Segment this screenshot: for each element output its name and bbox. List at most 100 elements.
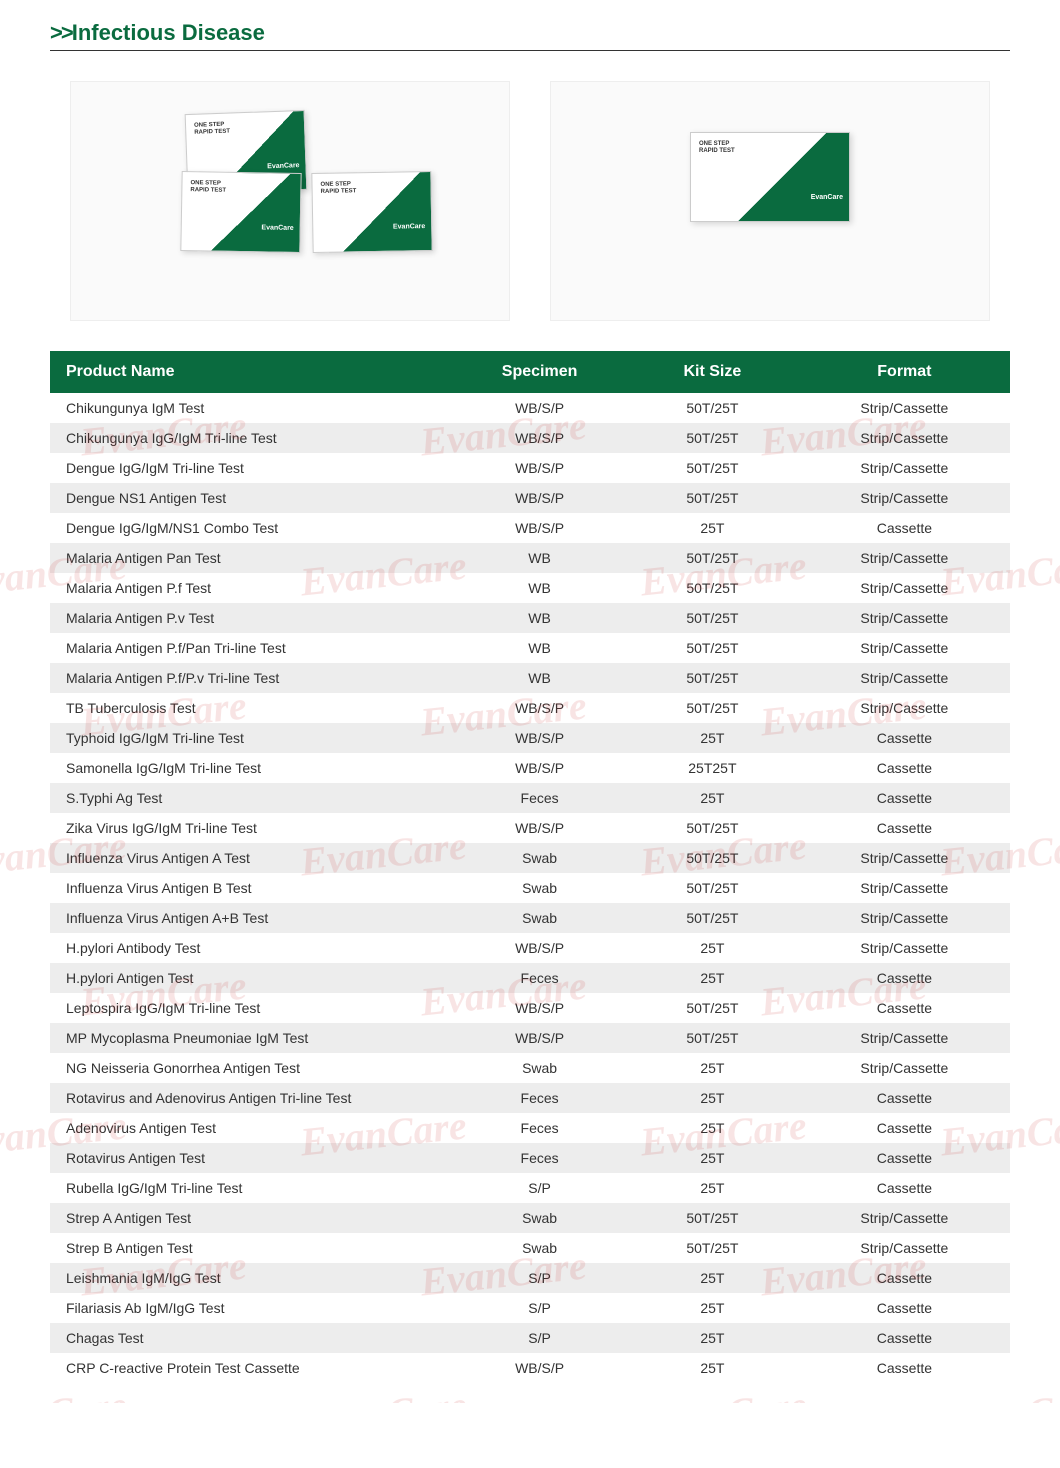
table-row: Strep A Antigen TestSwab50T/25TStrip/Cas…	[50, 1203, 1010, 1233]
table-body: Chikungunya IgM TestWB/S/P50T/25TStrip/C…	[50, 393, 1010, 1383]
table-cell: 50T/25T	[626, 993, 799, 1023]
table-cell: Feces	[453, 1083, 626, 1113]
table-cell: 25T25T	[626, 753, 799, 783]
table-cell: Strip/Cassette	[799, 873, 1010, 903]
table-row: MP Mycoplasma Pneumoniae IgM TestWB/S/P5…	[50, 1023, 1010, 1053]
col-header-kitsize: Kit Size	[626, 351, 799, 393]
header-section: >>Infectious Disease	[50, 20, 1010, 51]
test-box-icon: ONE STEPRAPID TEST EvanCare	[311, 171, 432, 253]
table-cell: Cassette	[799, 963, 1010, 993]
table-row: Rotavirus Antigen TestFeces25TCassette	[50, 1143, 1010, 1173]
table-cell: Strip/Cassette	[799, 903, 1010, 933]
table-cell: Cassette	[799, 513, 1010, 543]
product-table: Product Name Specimen Kit Size Format Ch…	[50, 351, 1010, 1383]
table-cell: Strip/Cassette	[799, 843, 1010, 873]
table-cell: 50T/25T	[626, 1233, 799, 1263]
table-cell: Strip/Cassette	[799, 1233, 1010, 1263]
table-row: Typhoid IgG/IgM Tri-line TestWB/S/P25TCa…	[50, 723, 1010, 753]
table-cell: Swab	[453, 903, 626, 933]
table-row: Leptospira IgG/IgM Tri-line TestWB/S/P50…	[50, 993, 1010, 1023]
table-row: Chikungunya IgG/IgM Tri-line TestWB/S/P5…	[50, 423, 1010, 453]
table-row: Strep B Antigen TestSwab50T/25TStrip/Cas…	[50, 1233, 1010, 1263]
table-cell: Malaria Antigen Pan Test	[50, 543, 453, 573]
table-cell: 50T/25T	[626, 633, 799, 663]
product-image-right: ONE STEPRAPID TEST EvanCare	[550, 81, 990, 321]
table-cell: Influenza Virus Antigen A+B Test	[50, 903, 453, 933]
table-row: H.pylori Antigen TestFeces25TCassette	[50, 963, 1010, 993]
table-cell: WB/S/P	[453, 1353, 626, 1383]
table-row: Zika Virus IgG/IgM Tri-line TestWB/S/P50…	[50, 813, 1010, 843]
table-row: Malaria Antigen P.f/Pan Tri-line TestWB5…	[50, 633, 1010, 663]
table-row: Malaria Antigen P.f/P.v Tri-line TestWB5…	[50, 663, 1010, 693]
table-cell: 25T	[626, 1143, 799, 1173]
table-cell: Swab	[453, 843, 626, 873]
table-cell: Feces	[453, 1143, 626, 1173]
table-row: Leishmania IgM/IgG TestS/P25TCassette	[50, 1263, 1010, 1293]
table-cell: Swab	[453, 1203, 626, 1233]
table-cell: S/P	[453, 1263, 626, 1293]
table-cell: 50T/25T	[626, 813, 799, 843]
table-cell: 50T/25T	[626, 543, 799, 573]
table-cell: Feces	[453, 783, 626, 813]
table-cell: 25T	[626, 1293, 799, 1323]
box-brand-text: EvanCare	[267, 162, 300, 170]
page-title: >>Infectious Disease	[50, 20, 1010, 51]
table-row: H.pylori Antibody TestWB/S/P25TStrip/Cas…	[50, 933, 1010, 963]
test-box-icon: ONE STEPRAPID TEST EvanCare	[180, 171, 301, 253]
table-cell: Feces	[453, 963, 626, 993]
table-cell: TB Tuberculosis Test	[50, 693, 453, 723]
table-cell: 25T	[626, 1113, 799, 1143]
table-cell: 50T/25T	[626, 843, 799, 873]
watermark-text: EvanCare	[938, 1381, 1060, 1403]
table-cell: Rubella IgG/IgM Tri-line Test	[50, 1173, 453, 1203]
table-row: S.Typhi Ag TestFeces25TCassette	[50, 783, 1010, 813]
table-cell: WB/S/P	[453, 813, 626, 843]
table-cell: Strip/Cassette	[799, 933, 1010, 963]
table-row: NG Neisseria Gonorrhea Antigen TestSwab2…	[50, 1053, 1010, 1083]
table-cell: NG Neisseria Gonorrhea Antigen Test	[50, 1053, 453, 1083]
table-cell: WB/S/P	[453, 513, 626, 543]
table-cell: 25T	[626, 963, 799, 993]
table-cell: Typhoid IgG/IgM Tri-line Test	[50, 723, 453, 753]
box-label-text: ONE STEPRAPID TEST	[320, 181, 356, 196]
table-cell: Cassette	[799, 1143, 1010, 1173]
table-cell: Zika Virus IgG/IgM Tri-line Test	[50, 813, 453, 843]
table-cell: Strip/Cassette	[799, 603, 1010, 633]
table-cell: WB	[453, 633, 626, 663]
table-cell: Swab	[453, 1053, 626, 1083]
table-cell: Filariasis Ab IgM/IgG Test	[50, 1293, 453, 1323]
table-cell: 50T/25T	[626, 873, 799, 903]
table-cell: Feces	[453, 1113, 626, 1143]
table-cell: H.pylori Antigen Test	[50, 963, 453, 993]
col-header-product: Product Name	[50, 351, 453, 393]
col-header-specimen: Specimen	[453, 351, 626, 393]
table-row: Chikungunya IgM TestWB/S/P50T/25TStrip/C…	[50, 393, 1010, 423]
table-cell: Chagas Test	[50, 1323, 453, 1353]
table-row: Malaria Antigen P.f TestWB50T/25TStrip/C…	[50, 573, 1010, 603]
box-label-text: ONE STEPRAPID TEST	[190, 180, 226, 195]
table-cell: 50T/25T	[626, 483, 799, 513]
table-cell: 25T	[626, 1083, 799, 1113]
table-row: Samonella IgG/IgM Tri-line TestWB/S/P25T…	[50, 753, 1010, 783]
table-row: Influenza Virus Antigen A TestSwab50T/25…	[50, 843, 1010, 873]
table-row: Influenza Virus Antigen B TestSwab50T/25…	[50, 873, 1010, 903]
product-image-row: ONE STEPRAPID TEST EvanCare ONE STEPRAPI…	[50, 71, 1010, 351]
table-cell: S.Typhi Ag Test	[50, 783, 453, 813]
table-cell: Dengue NS1 Antigen Test	[50, 483, 453, 513]
table-cell: Chikungunya IgG/IgM Tri-line Test	[50, 423, 453, 453]
table-cell: Swab	[453, 873, 626, 903]
table-cell: Strip/Cassette	[799, 1023, 1010, 1053]
table-cell: WB/S/P	[453, 723, 626, 753]
table-row: Dengue NS1 Antigen TestWB/S/P50T/25TStri…	[50, 483, 1010, 513]
table-cell: 50T/25T	[626, 393, 799, 423]
table-cell: 50T/25T	[626, 603, 799, 633]
table-cell: WB/S/P	[453, 423, 626, 453]
table-cell: Malaria Antigen P.f/P.v Tri-line Test	[50, 663, 453, 693]
table-cell: Cassette	[799, 1353, 1010, 1383]
table-cell: Strip/Cassette	[799, 423, 1010, 453]
table-row: Chagas TestS/P25TCassette	[50, 1323, 1010, 1353]
table-cell: WB/S/P	[453, 483, 626, 513]
table-cell: WB/S/P	[453, 693, 626, 723]
title-prefix: >>	[50, 20, 72, 45]
box-brand-text: EvanCare	[393, 223, 425, 231]
